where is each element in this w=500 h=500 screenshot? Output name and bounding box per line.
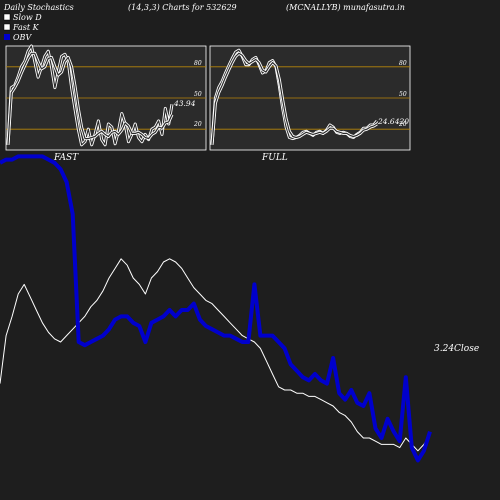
price-line [0, 258, 431, 452]
full-tick-80: 80 [399, 60, 407, 67]
stoch-line-slow-d [7, 52, 173, 145]
legend-swatch-obv [4, 34, 10, 40]
fast-value-label: 43.94 [173, 99, 196, 108]
obv-price-area: 3.24Close [0, 154, 479, 463]
stoch-line-full-d [211, 52, 378, 145]
full-panel-label: FULL [261, 153, 288, 163]
header-title: Daily Stochastics [3, 3, 74, 12]
legend-label-slow-d: Slow D [13, 13, 42, 22]
header-ticker: (MCNALLYB) munafasutra.in [286, 3, 405, 12]
legend-swatch-fast-k [3, 23, 11, 31]
header-params: (14,3,3) Charts for 532629 [128, 3, 237, 12]
full-tick-20: 20 [398, 121, 407, 128]
full-stochastic-panel: 80 50 20 24.6420 FULL [209, 45, 411, 163]
fast-tick-80: 80 [194, 60, 202, 67]
legend-swatch-slow-d [3, 13, 11, 21]
fast-panel-label: FAST [53, 153, 79, 163]
fast-tick-20: 20 [193, 121, 202, 128]
legend-label-fast-k: Fast K [12, 23, 40, 32]
close-label: 3.24Close [434, 344, 479, 354]
fast-tick-50: 50 [194, 91, 202, 98]
fast-stochastic-panel: 80 50 20 43.94 FAST [5, 44, 207, 163]
legend-label-obv: OBV [13, 33, 32, 42]
legend: Slow D Fast K OBV [3, 13, 42, 42]
full-tick-50: 50 [399, 91, 407, 98]
obv-line [0, 154, 432, 463]
full-value-label: 24.6420 [377, 117, 409, 126]
